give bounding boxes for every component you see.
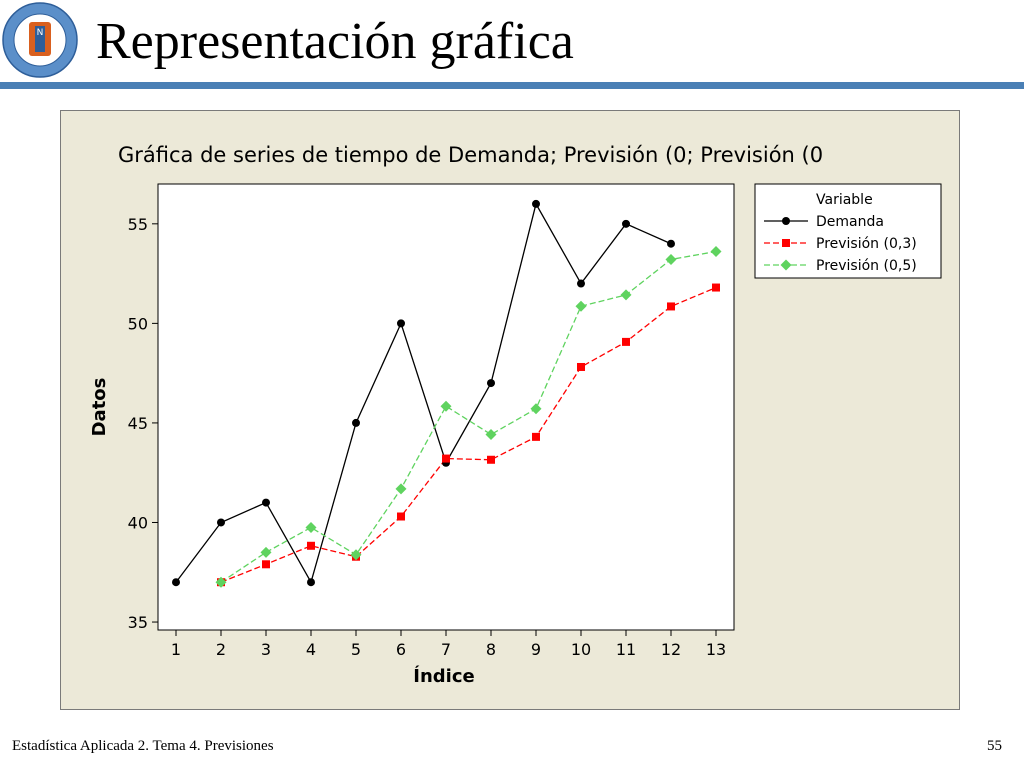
- chart-title: Gráfica de series de tiempo de Demanda; …: [118, 143, 823, 167]
- y-tick-label: 35: [128, 613, 148, 632]
- page-number: 55: [987, 738, 1002, 754]
- x-tick-label: 7: [441, 640, 451, 659]
- data-point-prevision-0-5: [350, 549, 362, 561]
- data-point-prevision-0-5: [710, 245, 722, 257]
- data-point-prevision-0-5: [485, 428, 497, 440]
- legend-marker-prevision-0-3: [782, 239, 790, 247]
- data-point-prevision-0-3: [622, 337, 630, 346]
- x-tick-label: 3: [261, 640, 271, 659]
- data-point-demanda: [262, 498, 270, 507]
- data-point-prevision-0-3: [397, 512, 405, 521]
- x-tick-label: 1: [171, 640, 181, 659]
- data-point-prevision-0-5: [575, 300, 587, 312]
- legend-title: Variable: [816, 192, 873, 208]
- data-point-demanda: [667, 239, 675, 248]
- data-point-demanda: [577, 279, 585, 288]
- legend-marker-prevision-0-5: [780, 259, 792, 271]
- x-tick-label: 12: [661, 640, 681, 659]
- time-series-chart: Gráfica de series de tiempo de Demanda; …: [89, 143, 942, 687]
- data-point-prevision-0-3: [577, 362, 585, 371]
- x-tick-label: 5: [351, 640, 361, 659]
- x-tick-label: 13: [706, 640, 726, 659]
- slide-title: Representación gráfica: [96, 13, 574, 70]
- legend-label-prevision-0-5: Previsión (0,5): [816, 258, 917, 274]
- data-point-demanda: [352, 418, 360, 427]
- legend-label-demanda: Demanda: [816, 214, 884, 230]
- data-point-prevision-0-5: [620, 289, 632, 301]
- data-point-prevision-0-3: [712, 283, 720, 292]
- series-line-prevision-0-5: [220, 250, 717, 583]
- data-point-prevision-0-5: [530, 403, 542, 415]
- y-tick-label: 45: [128, 414, 148, 433]
- data-point-prevision-0-3: [262, 560, 270, 569]
- university-logo: N: [2, 2, 78, 78]
- legend: Variable Demanda Previsión (0,3) Previsión…: [754, 183, 942, 279]
- data-point-prevision-0-3: [667, 302, 675, 311]
- x-axis-label: Índice: [413, 665, 474, 687]
- title-rule: [0, 82, 1024, 89]
- y-tick-label: 40: [128, 513, 148, 532]
- data-point-prevision-0-3: [532, 432, 540, 441]
- data-point-demanda: [397, 319, 405, 328]
- logo-letter: N: [37, 28, 44, 38]
- y-tick-label: 55: [128, 215, 148, 234]
- legend-label-prevision-0-3: Previsión (0,3): [816, 236, 917, 252]
- data-point-prevision-0-5: [215, 576, 227, 588]
- data-point-demanda: [217, 518, 225, 527]
- series-line-prevision-0-3: [220, 286, 717, 583]
- x-tick-label: 6: [396, 640, 406, 659]
- x-tick-label: 4: [306, 640, 316, 659]
- data-point-prevision-0-3: [442, 454, 450, 463]
- data-point-prevision-0-5: [395, 483, 407, 495]
- chart-frame: Gráfica de series de tiempo de Demanda; …: [60, 110, 960, 710]
- data-point-prevision-0-5: [305, 521, 317, 533]
- x-tick-label: 8: [486, 640, 496, 659]
- data-point-prevision-0-3: [487, 455, 495, 464]
- legend-entries: Demanda Previsión (0,3) Previsión (0,5): [764, 214, 917, 274]
- data-point-demanda: [622, 219, 630, 228]
- legend-marker-demanda: [782, 217, 790, 225]
- footer-text: Estadística Aplicada 2. Tema 4. Previsio…: [12, 738, 274, 754]
- data-point-prevision-0-5: [260, 546, 272, 558]
- data-point-demanda: [487, 379, 495, 388]
- data-point-demanda: [172, 578, 180, 587]
- data-point-prevision-0-5: [665, 253, 677, 265]
- data-point-demanda: [532, 199, 540, 208]
- series-markers: [172, 199, 722, 588]
- x-tick-label: 10: [571, 640, 591, 659]
- series-lines: [175, 202, 717, 584]
- data-point-demanda: [307, 578, 315, 587]
- x-tick-label: 2: [216, 640, 226, 659]
- series-line-demanda: [175, 202, 672, 584]
- data-point-prevision-0-5: [440, 400, 452, 412]
- y-axis-label: Datos: [89, 378, 110, 437]
- y-tick-label: 50: [128, 314, 148, 333]
- x-tick-label: 9: [531, 640, 541, 659]
- x-tick-label: 11: [616, 640, 636, 659]
- data-point-prevision-0-3: [307, 541, 315, 550]
